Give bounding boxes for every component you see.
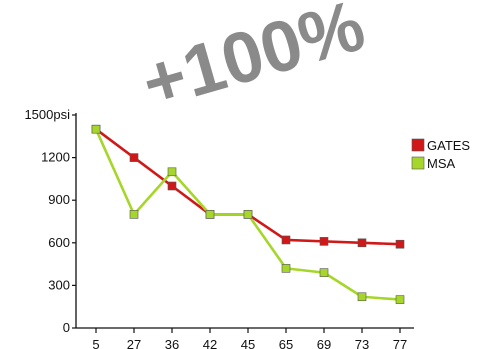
legend-label-msa: MSA (427, 156, 456, 171)
data-point-gates (129, 153, 139, 162)
x-tick-label: 77 (393, 337, 407, 349)
series-line-gates (95, 128, 401, 246)
x-tick-label: 45 (241, 337, 255, 349)
y-tick-label: 1200 (41, 150, 70, 165)
data-point-gates (357, 238, 367, 248)
data-point-gates (281, 235, 291, 245)
y-tick-label: 300 (48, 277, 70, 292)
data-point-gates (395, 239, 405, 249)
x-tick-label: 27 (127, 337, 141, 349)
data-point-gates (167, 181, 177, 191)
y-tick-label: 600 (48, 235, 70, 250)
data-point-msa (205, 210, 215, 219)
data-point-msa (91, 124, 101, 134)
legend: GATES MSA (411, 138, 470, 171)
data-point-msa (243, 210, 253, 219)
x-tick-label: 5 (92, 337, 99, 349)
data-point-msa (395, 295, 405, 304)
data-point-msa (167, 167, 177, 177)
series (91, 124, 405, 304)
axes: 0 300 600 900 1200 1500psi 5 27 36 42 45 65 69 73 77 (24, 107, 414, 349)
data-point-msa (319, 268, 329, 277)
y-tick-label: 900 (48, 192, 70, 207)
x-tick-label: 42 (203, 337, 217, 349)
data-point-msa (129, 210, 139, 219)
data-point-msa (357, 292, 367, 302)
legend-swatch-gates (411, 138, 425, 152)
banner-annotation: +100% (134, 0, 373, 125)
x-tick-label: 73 (355, 337, 369, 349)
y-tick-label: 0 (63, 320, 70, 335)
data-point-gates (319, 237, 329, 246)
x-tick-label: 36 (165, 337, 179, 349)
data-point-msa (281, 264, 291, 273)
legend-label-gates: GATES (427, 138, 470, 153)
legend-swatch-msa (411, 156, 425, 170)
x-tick-label: 65 (279, 337, 293, 349)
x-tick-label: 69 (317, 337, 331, 349)
y-tick-label: 1500psi (24, 107, 70, 122)
